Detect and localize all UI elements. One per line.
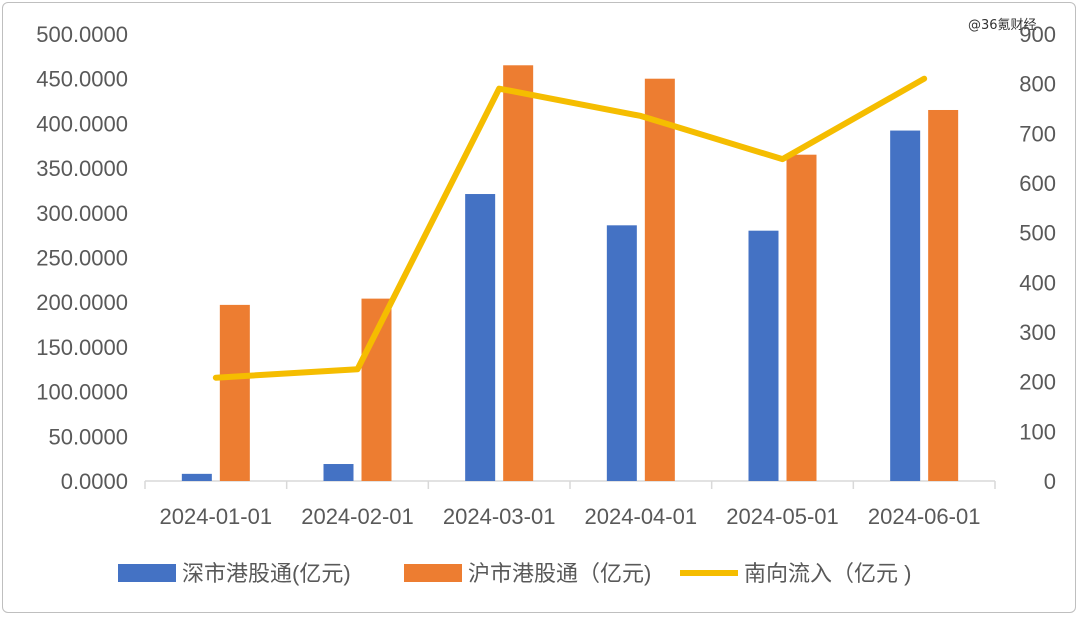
y-right-tick-label: 200	[1019, 370, 1056, 395]
legend-swatch	[118, 564, 176, 582]
line-south	[212, 75, 928, 381]
legend-swatch	[404, 564, 462, 582]
y-left-tick-label: 250.0000	[36, 246, 128, 271]
line-south-point	[214, 376, 217, 379]
x-tick-label: 2024-02-01	[301, 504, 414, 529]
bar-sz	[748, 230, 779, 481]
watermark: @36氪财经	[968, 18, 1037, 33]
line-south-point	[639, 114, 642, 117]
x-tick-label: 2024-06-01	[868, 504, 981, 529]
bar-sz	[181, 473, 212, 481]
y-right-tick-label: 500	[1019, 221, 1056, 246]
y-left-tick-label: 50.0000	[48, 424, 128, 449]
y-left-tick-label: 300.0000	[36, 201, 128, 226]
bar-sh	[503, 65, 534, 481]
x-tick-label: 2024-03-01	[443, 504, 556, 529]
y-left-tick-label: 400.0000	[36, 111, 128, 136]
y-right-tick-label: 700	[1019, 121, 1056, 146]
line-south-point	[356, 368, 359, 371]
y-right-tick-label: 400	[1019, 270, 1056, 295]
y-left-tick-label: 100.0000	[36, 380, 128, 405]
bar-sh	[644, 78, 675, 481]
legend-label: 沪市港股通（亿元)	[468, 561, 651, 586]
line-south-point	[781, 158, 784, 161]
y-right-tick-label: 300	[1019, 320, 1056, 345]
x-tick-label: 2024-05-01	[726, 504, 839, 529]
y-right-tick-label: 800	[1019, 72, 1056, 97]
bar-sz	[890, 130, 921, 481]
bar-sh	[786, 154, 817, 481]
y-right-tick-label: 0	[1044, 469, 1056, 494]
bar-sz	[465, 194, 496, 481]
y-left-tick-label: 450.0000	[36, 67, 128, 92]
bar-sz	[606, 225, 637, 481]
y-left-tick-label: 200.0000	[36, 290, 128, 315]
x-tick-label: 2024-01-01	[160, 504, 273, 529]
y-right-tick-label: 100	[1019, 419, 1056, 444]
x-tick-label: 2024-04-01	[585, 504, 698, 529]
line-south-point	[498, 87, 501, 90]
y-left-tick-label: 0.0000	[61, 469, 128, 494]
y-left-tick-label: 150.0000	[36, 335, 128, 360]
y-left-tick-label: 500.0000	[36, 22, 128, 47]
line-south-point	[923, 77, 926, 80]
bar-sz	[323, 464, 354, 481]
legend-label: 深市港股通(亿元)	[182, 561, 351, 586]
legend-label: 南向流入（亿元 )	[744, 561, 911, 586]
y-right-tick-label: 600	[1019, 171, 1056, 196]
y-right-tick-label: 900	[1019, 22, 1056, 47]
bar-sh	[928, 109, 959, 482]
bar-sh	[219, 304, 250, 481]
y-left-tick-label: 350.0000	[36, 156, 128, 181]
